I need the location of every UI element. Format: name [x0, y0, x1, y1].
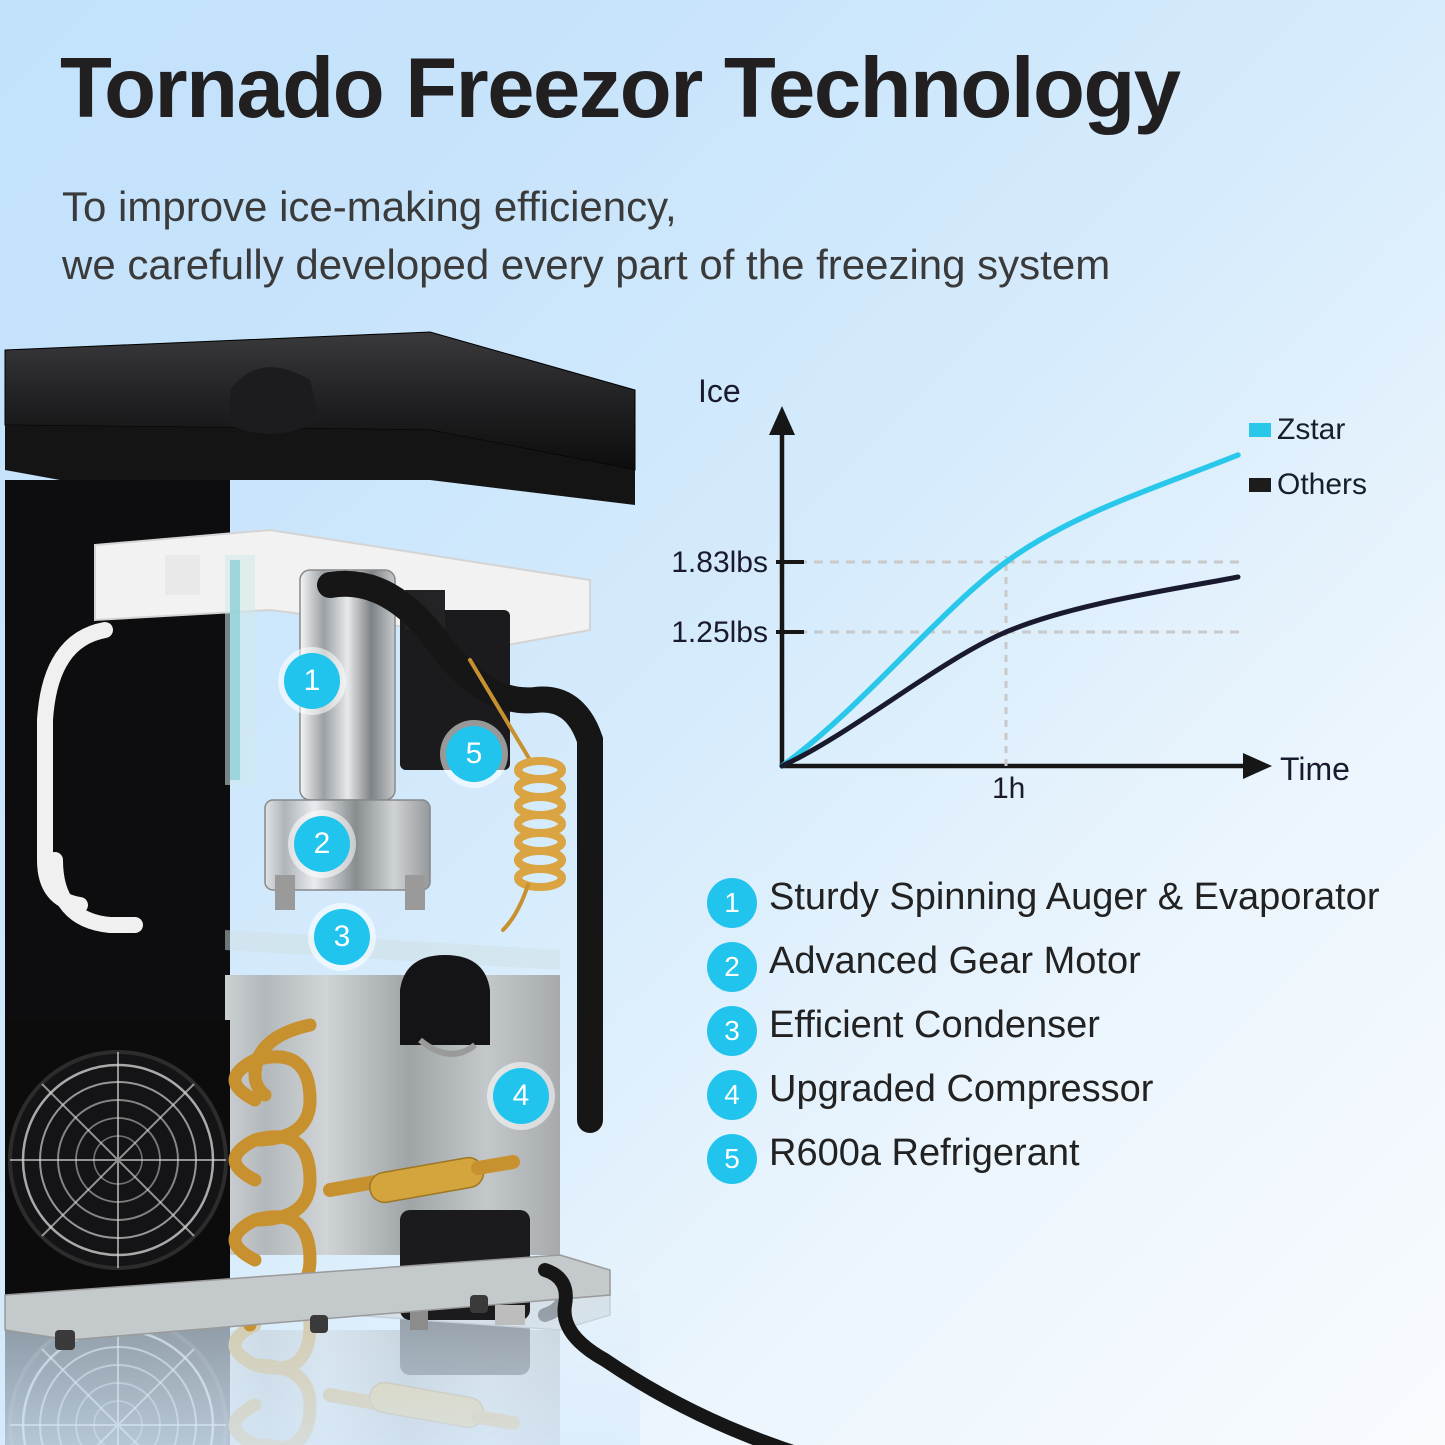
svg-text:1.25lbs: 1.25lbs [671, 616, 768, 649]
svg-text:Time: Time [1280, 751, 1350, 787]
svg-text:1h: 1h [992, 772, 1025, 805]
svg-text:Ice: Ice [698, 373, 741, 409]
svg-text:1.83lbs: 1.83lbs [671, 546, 768, 579]
